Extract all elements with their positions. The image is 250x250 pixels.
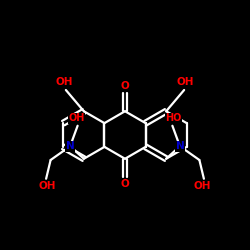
Text: OH: OH	[194, 181, 212, 191]
Text: HO: HO	[166, 113, 182, 123]
Text: OH: OH	[56, 77, 73, 87]
Text: OH: OH	[68, 113, 84, 123]
Text: O: O	[120, 179, 130, 189]
Text: N: N	[66, 141, 74, 151]
Text: N: N	[176, 141, 184, 151]
Text: OH: OH	[38, 181, 56, 191]
Text: O: O	[120, 81, 130, 91]
Text: OH: OH	[177, 77, 194, 87]
